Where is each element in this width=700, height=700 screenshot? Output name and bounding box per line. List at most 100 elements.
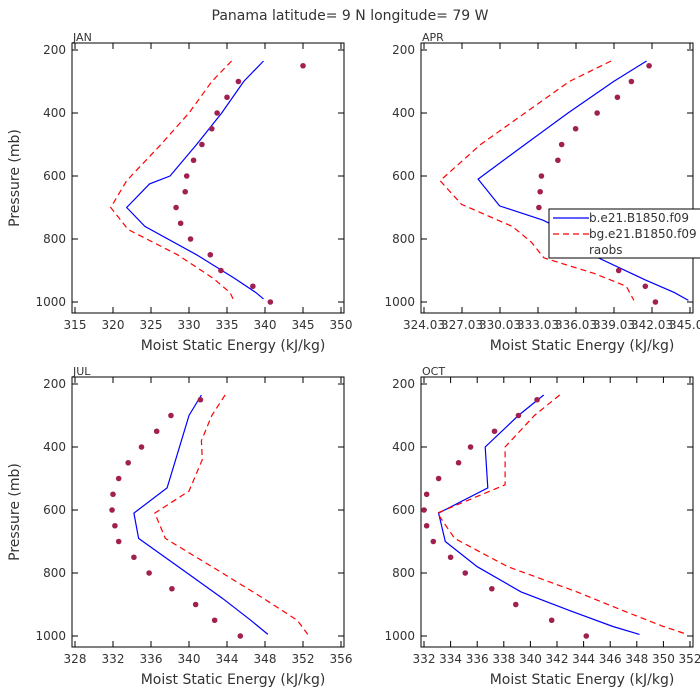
x-tick-label: 348 [254, 652, 277, 666]
x-tick-label: 320 [102, 318, 125, 332]
x-tick-label: 344 [216, 652, 239, 666]
raobs-point [536, 204, 542, 211]
y-tick-label: 600 [43, 503, 66, 517]
x-axis-title: Moist Static Energy (kJ/kg) [490, 672, 675, 688]
x-tick-label: 328 [64, 652, 87, 666]
raobs-point [538, 173, 545, 179]
raobs-point [237, 633, 244, 639]
y-tick-label: 800 [43, 566, 66, 580]
raobs-point [614, 94, 621, 101]
y-tick-label: 400 [43, 440, 66, 454]
panel-month-label: OCT [422, 365, 445, 378]
x-tick-label: 336.03 [555, 318, 597, 332]
x-tick-label: 340 [519, 652, 542, 666]
raobs-point [131, 554, 137, 561]
raobs-point [211, 617, 218, 624]
raobs-point [491, 428, 498, 435]
x-tick-label: 340 [178, 652, 201, 666]
raobs-point [109, 507, 115, 513]
raobs-point [628, 78, 635, 85]
raobs-point [224, 94, 230, 101]
panels: JAN 315 320 325 330 335 340 345 350 200 400 600 800 1… [7, 31, 700, 688]
series-line-b [125, 60, 264, 300]
raobs-point [112, 522, 118, 529]
raobs-point [534, 396, 540, 403]
y-tick-label: 600 [392, 503, 415, 517]
raobs-point [615, 267, 622, 274]
y-tick-label: 1000 [384, 629, 415, 643]
raobs-point [218, 267, 224, 274]
x-tick-label: 345 [292, 318, 315, 332]
panel-jul: JUL 328 332 336 340 344 348 352 356 200 400 600 800 1… [7, 365, 352, 688]
raobs-point [125, 459, 131, 466]
x-tick-label: 345.03 [669, 318, 700, 332]
raobs-point [642, 283, 649, 290]
raobs-point [183, 173, 190, 179]
y-tick-label: 600 [392, 169, 415, 183]
y-tick-label: 400 [392, 106, 415, 120]
legend: b.e21.B1850.f09 bg.e21.B1850.f09 raobs [548, 208, 700, 259]
raobs-point [572, 125, 579, 132]
x-tick-label: 332 [413, 652, 436, 666]
x-tick-label: 352 [679, 652, 700, 666]
x-tick-label: 352 [292, 652, 315, 666]
series-line-b [477, 60, 689, 301]
x-tick-label: 346 [599, 652, 622, 666]
x-tick-label: 330 [178, 318, 201, 332]
raobs-point [168, 412, 174, 419]
raobs-point [455, 459, 462, 466]
x-tick-label: 325 [140, 318, 163, 332]
raobs-point [594, 110, 600, 116]
raobs-point [192, 601, 199, 608]
series-line-bg [436, 394, 688, 635]
raobs-point [138, 444, 145, 450]
raobs-point [169, 585, 175, 592]
raobs-point [173, 204, 179, 211]
panel-frame [420, 42, 694, 314]
series-line-bg [154, 394, 309, 635]
raobs-point [421, 507, 427, 513]
x-tick-label: 348 [625, 652, 648, 666]
raobs-point [467, 444, 474, 450]
x-tick-label: 330.03 [479, 318, 521, 332]
y-tick-label: 400 [43, 106, 66, 120]
raobs-point [558, 141, 565, 148]
raobs-point [423, 491, 430, 498]
series-line-bg [109, 60, 234, 300]
raobs-point [187, 236, 194, 242]
raobs-point [300, 62, 306, 69]
raobs-point [423, 522, 430, 529]
raobs-point [435, 475, 442, 482]
raobs-point [110, 491, 116, 498]
x-axis-title: Moist Static Energy (kJ/kg) [141, 672, 326, 688]
y-tick-label: 800 [43, 232, 66, 246]
x-tick-label: 356 [330, 652, 353, 666]
x-tick-label: 350 [652, 652, 675, 666]
y-tick-label: 200 [43, 377, 66, 391]
panel-month-label: APR [422, 31, 444, 44]
raobs-point [583, 633, 590, 639]
raobs-point [153, 428, 160, 435]
x-tick-label: 342 [546, 652, 569, 666]
raobs-point [489, 585, 495, 592]
raobs-point [267, 299, 274, 305]
x-tick-label: 315 [64, 318, 87, 332]
raobs-point [462, 570, 469, 576]
y-tick-label: 800 [392, 232, 415, 246]
raobs-point [652, 299, 659, 305]
x-tick-label: 324.03 [403, 318, 445, 332]
raobs-point [177, 220, 184, 227]
raobs-point [512, 601, 519, 608]
legend-label: bg.e21.B1850.f09 [589, 227, 697, 241]
panel-month-label: JAN [72, 31, 92, 44]
x-axis-title: Moist Static Energy (kJ/kg) [490, 338, 675, 354]
y-axis-title: Pressure (mb) [7, 129, 23, 227]
x-tick-label: 350 [330, 318, 353, 332]
y-tick-label: 1000 [384, 295, 415, 309]
panel-frame [71, 42, 345, 314]
raobs-point [209, 125, 215, 132]
raobs-point [235, 78, 242, 85]
x-tick-label: 327.03 [441, 318, 483, 332]
